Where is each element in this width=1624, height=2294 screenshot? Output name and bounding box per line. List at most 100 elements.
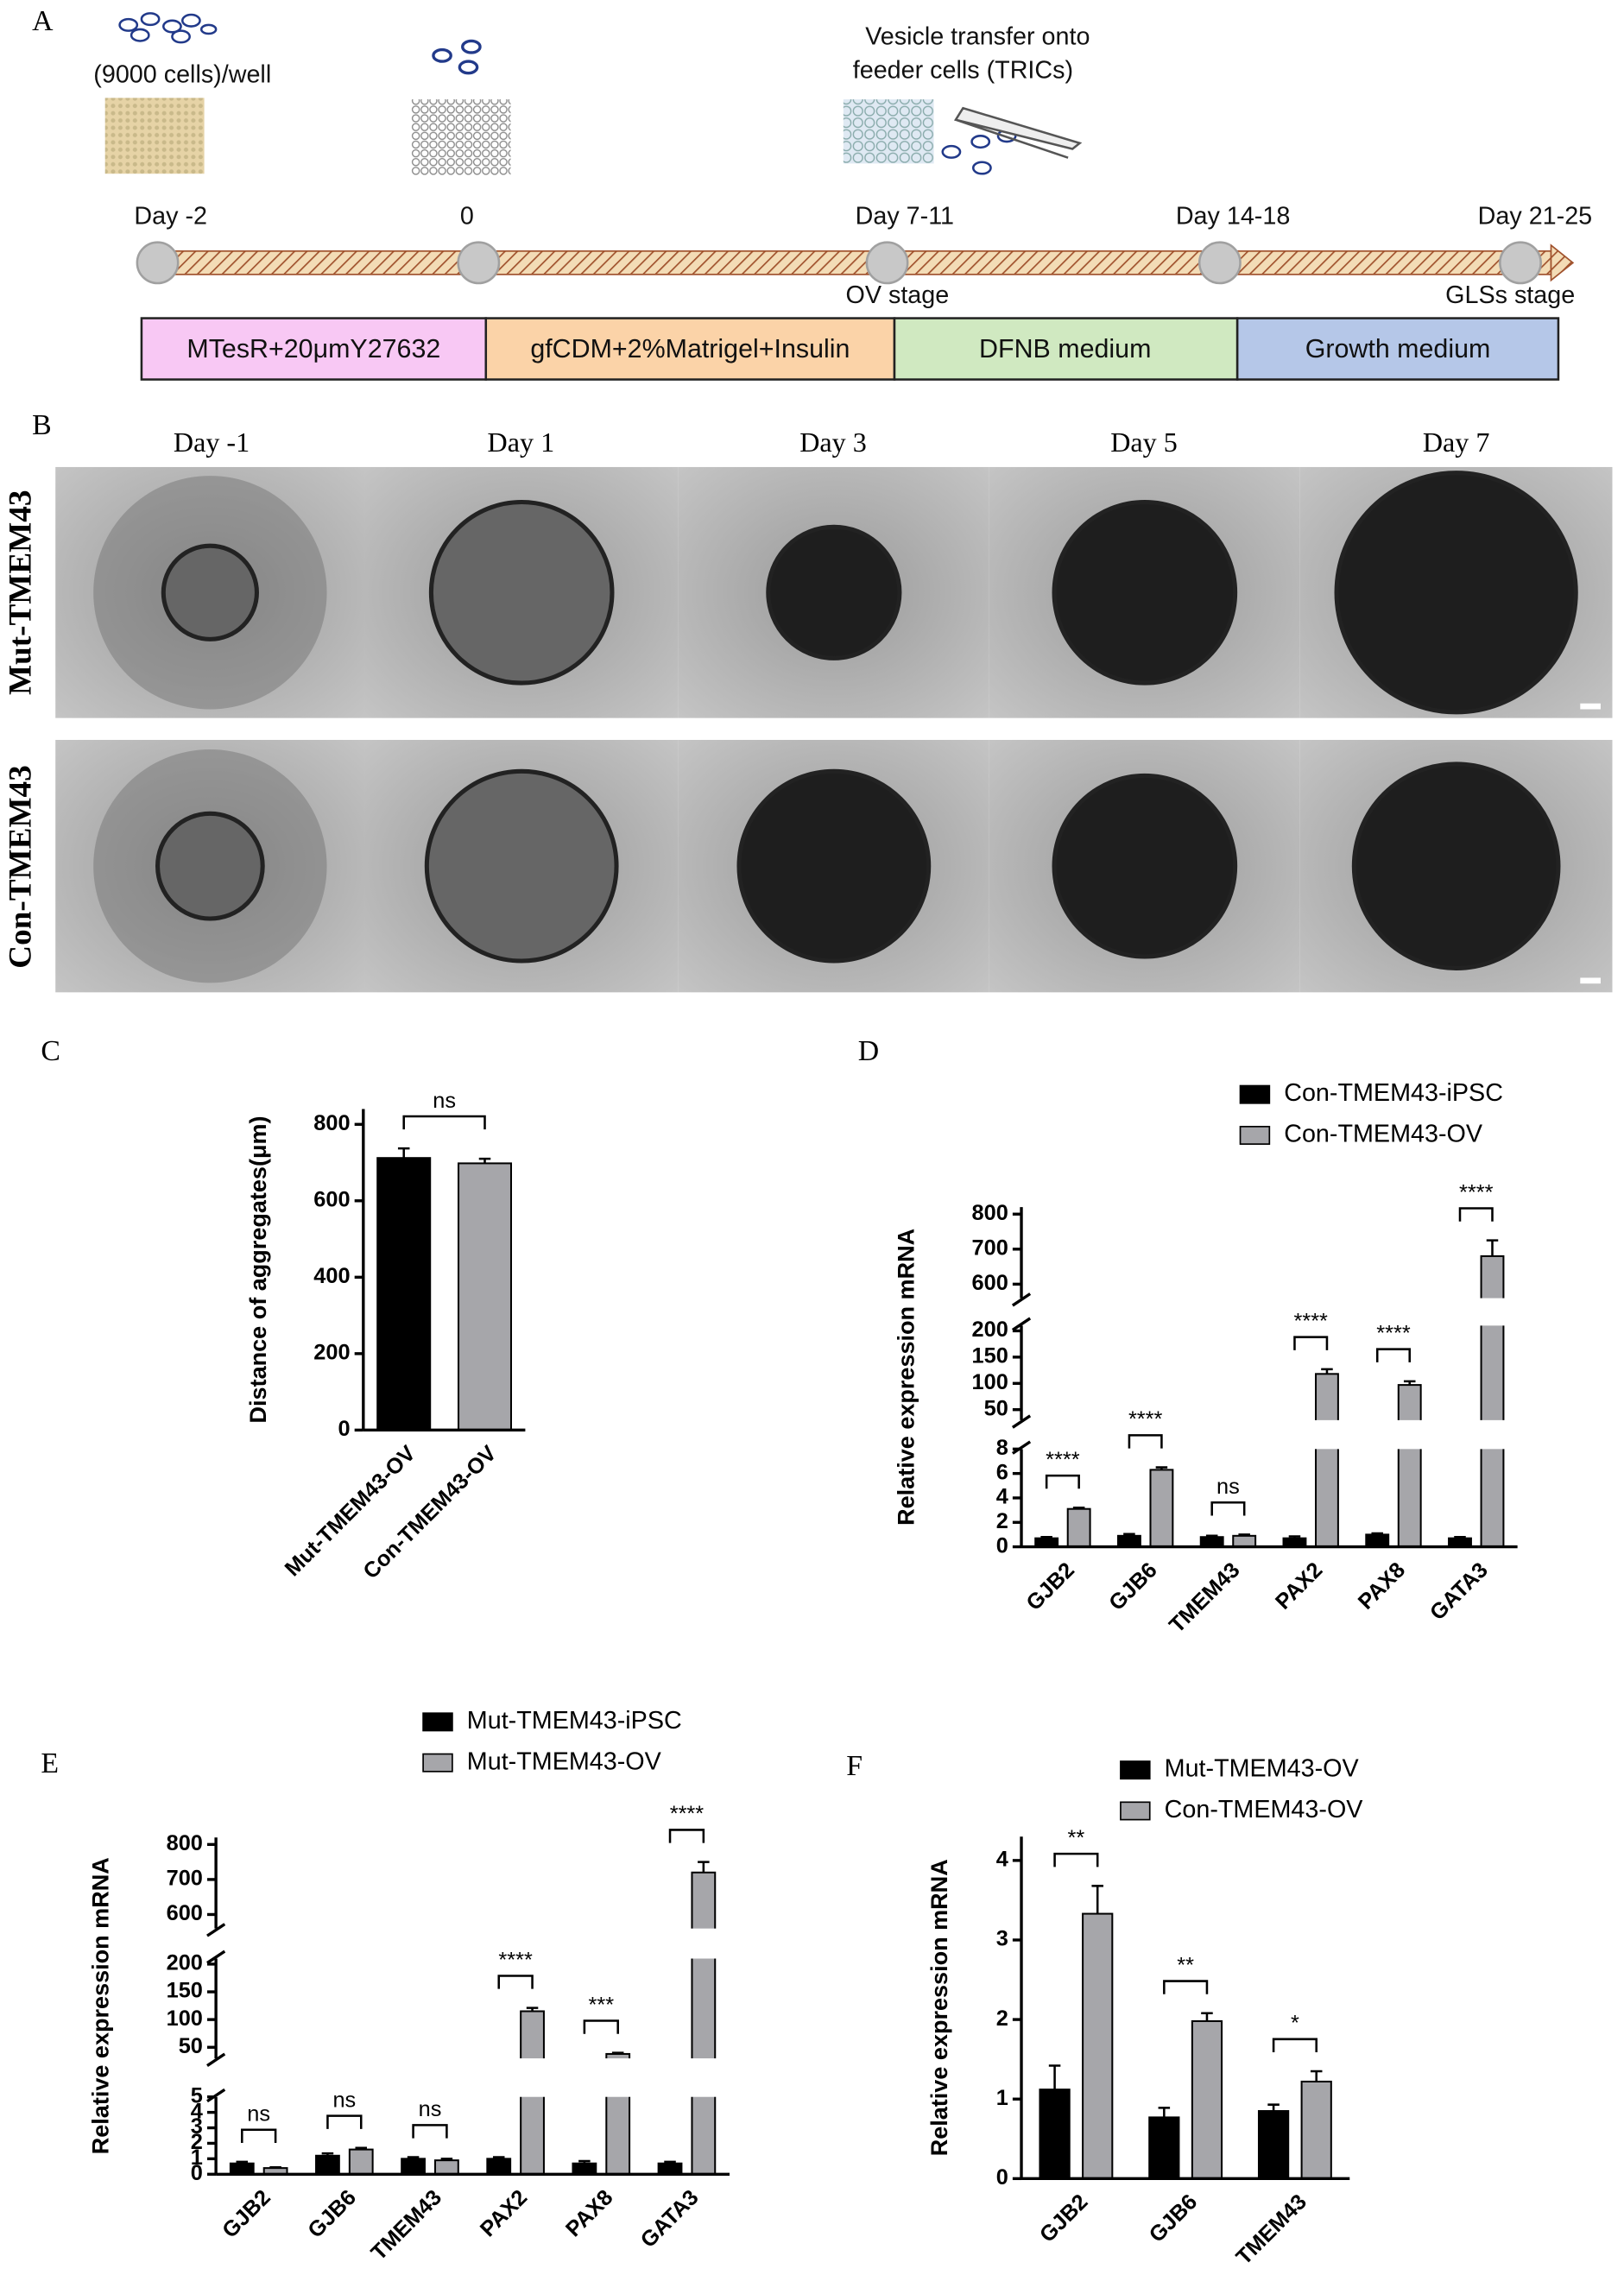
bar — [1116, 1534, 1141, 1548]
x-tick-label: Con-TMEM43-OV — [358, 1441, 501, 1583]
aggregate — [424, 768, 619, 964]
panel-b: B Day -1 Day 1 Day 3 Day 5 Day 7 Mut-TME… — [3, 409, 1613, 993]
y-tick-label: 3 — [996, 1927, 1008, 1951]
error-bar — [1486, 1239, 1499, 1256]
stage-label: GLSs stage — [1445, 281, 1575, 309]
y-tick-label: 700 — [167, 1867, 203, 1891]
protocol-illustration — [104, 12, 1575, 381]
medium-label: gfCDM+2%Matrigel+Insulin — [530, 334, 850, 363]
scale-bar — [1580, 703, 1601, 710]
aggregate — [1052, 773, 1238, 959]
significance-bracket — [1210, 1501, 1246, 1516]
plate — [843, 99, 934, 164]
significance-bracket — [241, 2128, 277, 2143]
significance-label: **** — [1459, 1180, 1494, 1204]
error-bar — [1238, 1533, 1250, 1536]
error-bar — [1288, 1535, 1301, 1539]
aggregate — [155, 811, 265, 921]
x-tick-label: GJB2 — [1021, 1558, 1079, 1615]
x-tick-label: GJB2 — [1035, 2190, 1093, 2247]
column-label: Day 7 — [1423, 427, 1490, 458]
scale-bar — [1580, 977, 1601, 984]
timepoint-label: 0 — [460, 203, 474, 231]
y-tick-label: 3 — [191, 2114, 203, 2139]
x-tick-label: GJB6 — [1104, 1558, 1162, 1615]
y-tick-label: 1 — [996, 2086, 1008, 2110]
significance-label: **** — [1046, 1448, 1080, 1472]
bar — [1397, 1384, 1422, 1548]
significance-bracket — [497, 1975, 534, 1989]
axis-break-mark — [206, 1950, 226, 1964]
bar — [1300, 2080, 1332, 2180]
bar — [1039, 2089, 1071, 2180]
row-label: Mut-TMEM43 — [3, 490, 39, 695]
significance-label: **** — [1128, 1407, 1163, 1431]
x-tick-label: PAX8 — [561, 2185, 617, 2241]
timeline-arrow — [1550, 243, 1575, 282]
y-tick-label: 1 — [191, 2145, 203, 2170]
significance-bracket — [1272, 2038, 1318, 2053]
significance-bracket — [402, 1115, 486, 1130]
y-tick-label: 0 — [338, 1417, 350, 1441]
medium-label: DFNB medium — [979, 334, 1151, 363]
media-boxes — [140, 317, 1560, 381]
significance-bracket — [1045, 1474, 1080, 1489]
panel-label: E — [41, 1747, 59, 1779]
x-tick-label: TMEM43 — [1232, 2190, 1311, 2269]
y-tick-label: 800 — [313, 1111, 350, 1135]
y-tick-label: 150 — [972, 1344, 1008, 1368]
panel-label: B — [32, 409, 52, 441]
x-tick-label: GJB6 — [303, 2185, 361, 2243]
y-axis-label: Relative expression mRNA — [87, 1857, 113, 2154]
bar — [348, 2148, 374, 2176]
bar — [1199, 1536, 1224, 1548]
error-bar — [664, 2160, 676, 2164]
significance-bracket — [326, 2114, 363, 2129]
error-bar — [440, 2158, 453, 2161]
timepoint-markers — [136, 241, 1542, 285]
y-tick-label: 2 — [191, 2130, 203, 2154]
bar-chart: C0200400600800Mut-TMEM43-OVCon-TMEM43-OV… — [41, 1035, 526, 1583]
y-tick-label: 4 — [996, 1485, 1008, 1509]
y-tick-label: 600 — [313, 1187, 350, 1211]
significance-bracket — [1053, 1852, 1099, 1867]
bar — [401, 2158, 426, 2176]
bar — [458, 1162, 513, 1431]
bar — [1148, 2116, 1180, 2180]
error-bar — [492, 2156, 505, 2159]
y-tick-label: 2 — [996, 1509, 1008, 1533]
bar — [486, 2158, 512, 2176]
bar — [1066, 1507, 1091, 1548]
bar — [1315, 1373, 1339, 1548]
axis-break-mark — [206, 2052, 226, 2067]
axis-break — [1001, 1419, 1518, 1450]
panel-label: F — [846, 1750, 863, 1782]
aggregate — [161, 543, 259, 641]
significance-label: **** — [1376, 1321, 1411, 1345]
column-label: Day 1 — [488, 427, 555, 458]
x-tick-label: TMEM43 — [367, 2185, 446, 2265]
column-label: Day 3 — [799, 427, 867, 458]
cells-icon — [118, 12, 218, 44]
bar — [376, 1157, 432, 1431]
error-bar — [321, 2152, 334, 2156]
error-bar — [698, 1861, 710, 1873]
significance-label: * — [1291, 2012, 1299, 2036]
significance-bracket — [583, 2019, 619, 2034]
transfer-label: feeder cells (TRICs) — [853, 57, 1073, 85]
error-bar — [1205, 1534, 1218, 1538]
y-tick-label: 4 — [191, 2099, 203, 2123]
legend-swatch — [1239, 1125, 1271, 1145]
bar — [572, 2162, 597, 2176]
timepoint-label: Day 7-11 — [856, 203, 954, 231]
error-bar — [1201, 2012, 1213, 2021]
y-axis-label: Distance of aggregates(μm) — [245, 1115, 271, 1423]
axis-break-mark — [1011, 1317, 1032, 1331]
y-tick-label: 0 — [996, 2165, 1008, 2190]
y-tick-label: 200 — [972, 1318, 1008, 1342]
y-tick-label: 0 — [191, 2161, 203, 2185]
legend-label: Mut-TMEM43-OV — [1165, 1755, 1360, 1783]
bar — [1149, 1469, 1174, 1548]
significance-bracket — [1128, 1434, 1163, 1449]
